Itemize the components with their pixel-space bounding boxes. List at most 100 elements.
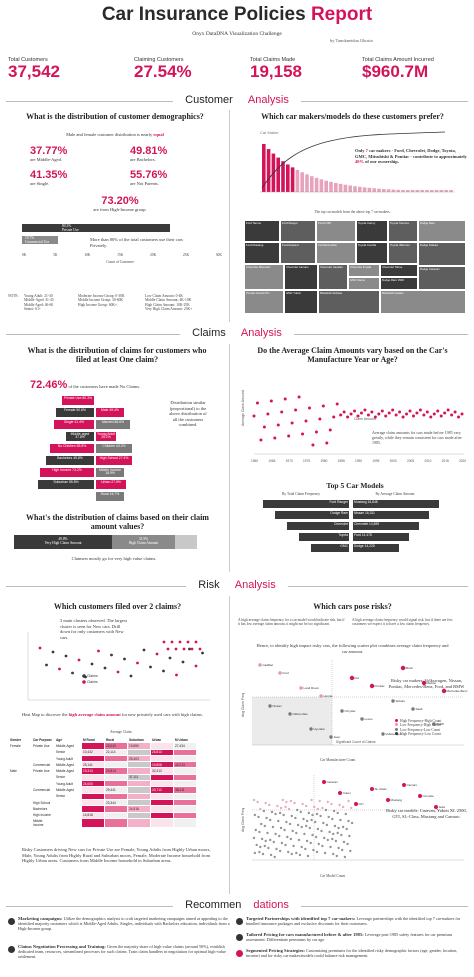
page-subtitle: Onyx DataDNA Visualization Challenge [192, 31, 282, 37]
cluster-point [77, 658, 81, 662]
model-point [341, 848, 344, 852]
model-point [278, 849, 282, 853]
treemap-box: Toyota Tacoma [388, 220, 418, 242]
legend-dot [82, 680, 86, 684]
title-main: Car Insurance Policies [101, 4, 306, 25]
model-point [261, 852, 265, 856]
heatmap-cell [54, 817, 82, 828]
model-point [275, 847, 278, 851]
top5-right-bar: Mustang 16,848 [352, 499, 440, 509]
year-ticks: 1960 1965 1970 1975 1980 1985 1990 1995 2000 2005… [251, 459, 466, 463]
cluster-point [71, 671, 74, 675]
heatmap-title: Average Claim [110, 730, 132, 734]
pyramid-right-bar: Male 49.4% [95, 407, 125, 418]
note-line: Very High Claim Amount: 25K+ [145, 307, 193, 312]
price-tag-icon [236, 934, 243, 941]
model-point [310, 818, 313, 822]
cluster-point [198, 647, 202, 651]
rec-title: Marketing campaigns: [18, 916, 63, 921]
stat-not-parents: 55.76% are Not Parents. [130, 170, 210, 187]
model-point [269, 818, 272, 822]
maker-point [360, 717, 364, 721]
model-point [312, 848, 315, 852]
rec-text: Leverage post-1985 safety features for c… [246, 932, 452, 942]
claims-distribution-question: What is the distribution of claims for c… [27, 346, 207, 364]
quadrant-legend-item: Low Frequency-Low Count [395, 727, 467, 732]
model-point [326, 800, 329, 804]
maker-label: Ford [283, 671, 290, 675]
model-point [302, 817, 305, 821]
model-point [259, 807, 262, 811]
year-tick: 2010 [424, 459, 431, 463]
maker-points: Cadillac Land Rover Chrysler Volkswagen Mazd… [258, 663, 468, 739]
cluster-point [162, 669, 165, 673]
maker-label: Kia [355, 676, 360, 680]
model-point [263, 824, 266, 828]
model-point [305, 804, 308, 808]
callout-text: of our ownership. [365, 159, 399, 164]
pareto-bar [310, 176, 314, 192]
section-customer-analysis: Customer Analysis [0, 94, 474, 108]
treemap-box: Ford Econoline [316, 242, 356, 264]
pareto-bar [353, 186, 357, 192]
model-point [253, 813, 257, 817]
rec-title: Claims Negotiation Processing and Traini… [18, 944, 106, 949]
section-recommendations: Recommen dations [0, 899, 474, 913]
pareto-bar [358, 186, 362, 192]
heatmap-table: Gender Car Purpose Age M Rural Rural Suburban… [8, 735, 224, 828]
maker-point [421, 680, 427, 686]
section-title-accent: dations [247, 899, 295, 911]
pareto-bar [266, 149, 271, 192]
model-point [343, 855, 347, 859]
treemap-box: Ford F150 [316, 220, 356, 242]
pareto-bar [434, 190, 439, 192]
model-point [292, 844, 295, 848]
model-point [265, 816, 268, 820]
quadrant-legend-item: Low Frequency-High Count [395, 723, 467, 727]
treemap-box: Dodge Ram [418, 220, 466, 242]
pareto-bar [425, 190, 429, 192]
heatmap-grid: Gender Car Purpose Age M Rural Rural Suburban… [8, 735, 197, 828]
model-point [307, 811, 311, 815]
top5-left-title: By Total Claim Frequency [281, 492, 321, 496]
pareto-bar [343, 184, 348, 192]
cluster-point [136, 661, 139, 665]
pareto-bar [377, 188, 381, 192]
maker-label: Oldsmobile [293, 712, 308, 716]
maker-point [268, 704, 272, 708]
cluster-point [162, 640, 166, 644]
heatmap-row: Senior 10,432 22,114 24,813 [8, 748, 197, 756]
cluster-point [64, 654, 68, 658]
model-risky-point [322, 780, 326, 784]
pyramid-right-bar: Rural 16.7% [95, 491, 125, 502]
pyramid-right-bar: High School 27.4% [95, 455, 133, 466]
model-point [342, 840, 346, 844]
model-point [271, 825, 275, 829]
maker-label: Land Rover [304, 686, 320, 690]
model-point [260, 822, 263, 826]
legend-label: Claims [87, 680, 98, 684]
cluster-point [103, 666, 107, 670]
pareto-bar [444, 190, 448, 192]
pareto-bar [367, 187, 372, 192]
bar-label: High Claim Amount [128, 541, 159, 546]
model-point [301, 802, 304, 806]
model-point [279, 806, 283, 810]
model-point [268, 803, 271, 807]
model-point [285, 800, 288, 804]
bar-label: Private Use [62, 227, 79, 232]
treemap-box: Ford Taurus [244, 220, 280, 242]
risky-customers-note: Risky Customers driving New cars for Pri… [22, 847, 211, 863]
rec-text: Leverage partnerships with the identifie… [246, 916, 461, 926]
model-point [289, 837, 293, 841]
rec-partnerships: Targeted Partnerships with identified to… [246, 916, 466, 926]
stat-pct: 55.76% [130, 169, 168, 181]
maker-label: Honda [324, 694, 333, 698]
model-point [277, 819, 280, 823]
pyramid-right-bar: Middle Income 18.9% [95, 467, 125, 478]
top5-funnel: Ford Ranger Mustang 16,848 Dodge Ram Nissan… [250, 499, 460, 559]
heatmap-row: Middle Income [8, 817, 197, 828]
cluster-point [45, 663, 48, 667]
stat-pct: 49.81% [130, 145, 168, 157]
cluster-point [186, 640, 190, 644]
